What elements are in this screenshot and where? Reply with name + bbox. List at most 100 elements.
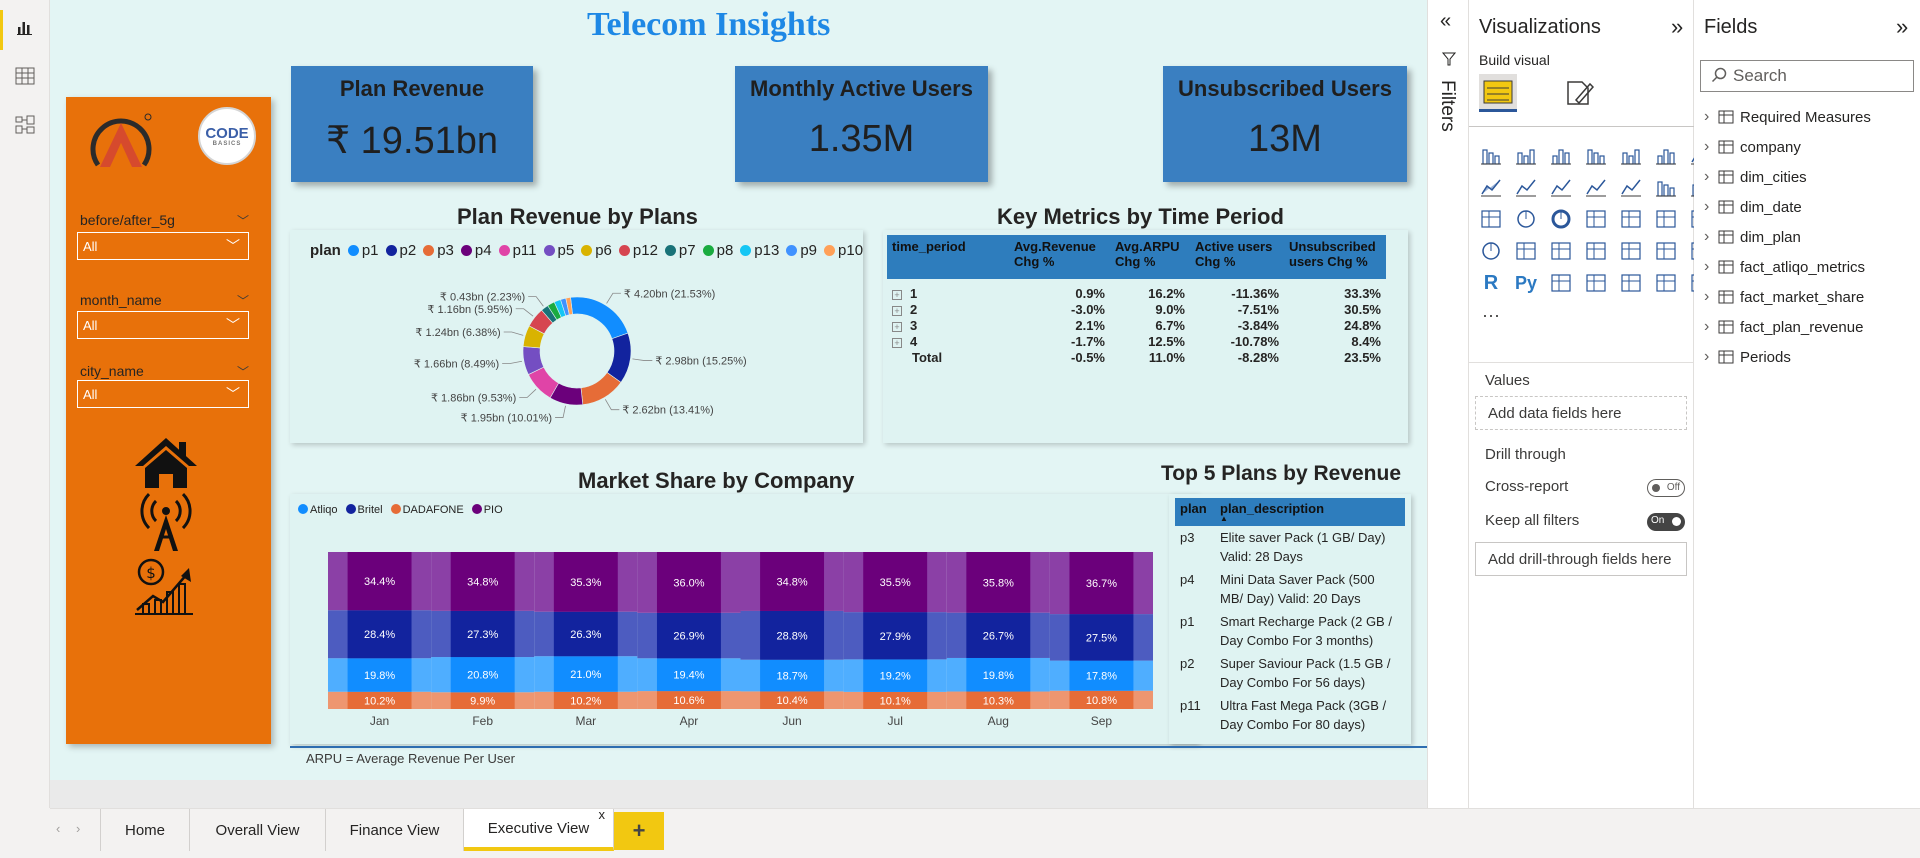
- table-row[interactable]: p11 Ultra Fast Mega Pack (3GB / Day Combo…: [1175, 694, 1405, 736]
- bar-segment[interactable]: [553, 611, 618, 657]
- field-table-item[interactable]: › Periods: [1704, 348, 1791, 366]
- model-view-icon[interactable]: [12, 112, 38, 138]
- bar-segment[interactable]: [760, 552, 825, 611]
- expand-icon[interactable]: +: [892, 321, 902, 332]
- chevron-right-icon[interactable]: ›: [1704, 108, 1710, 125]
- tab-finance-view[interactable]: Finance View: [326, 809, 464, 851]
- bar-segment[interactable]: [450, 552, 515, 611]
- bar-segment[interactable]: [863, 612, 928, 660]
- bar-segment[interactable]: [347, 552, 412, 611]
- area-chart-icon[interactable]: [1479, 175, 1503, 199]
- smart-narrative-icon[interactable]: [1654, 271, 1678, 295]
- collapse-pane-icon[interactable]: »: [1896, 14, 1909, 39]
- treemap-icon[interactable]: [1584, 207, 1608, 231]
- table-icon[interactable]: [1654, 239, 1678, 263]
- stacked-bar-icon[interactable]: [1479, 143, 1503, 167]
- slicer-dropdown-city[interactable]: All ﹀: [77, 380, 249, 408]
- collapse-pane-icon[interactable]: »: [1671, 14, 1684, 39]
- field-table-item[interactable]: › Required Measures: [1704, 108, 1871, 126]
- legend-item[interactable]: p6: [581, 242, 612, 259]
- bar-segment[interactable]: [553, 691, 618, 709]
- legend-item[interactable]: p2: [385, 242, 416, 259]
- column-header[interactable]: Avg.Revenue Chg %: [1009, 235, 1110, 279]
- expand-icon[interactable]: +: [892, 305, 902, 316]
- card-icon[interactable]: [1514, 239, 1538, 263]
- legend-item[interactable]: DADAFONE: [390, 504, 464, 516]
- legend-item[interactable]: p5: [543, 242, 574, 259]
- bar-segment[interactable]: [656, 552, 721, 613]
- field-table-item[interactable]: › company: [1704, 138, 1801, 156]
- bar-segment[interactable]: [1069, 660, 1134, 691]
- legend-item[interactable]: p3: [423, 242, 454, 259]
- top5-plans-visual[interactable]: plan plan_description ▲ p3 Elite saver Pac…: [1169, 494, 1411, 744]
- bar-segment[interactable]: [450, 657, 515, 693]
- bar-segment[interactable]: [450, 610, 515, 658]
- multi-row-card-icon[interactable]: [1549, 239, 1573, 263]
- python-visual-icon[interactable]: Py: [1514, 271, 1538, 295]
- gauge-icon[interactable]: [1479, 239, 1503, 263]
- map-icon[interactable]: [1619, 207, 1643, 231]
- cross-report-toggle[interactable]: Off: [1647, 479, 1685, 497]
- slicer-icon[interactable]: [1619, 239, 1643, 263]
- column-header[interactable]: Active users Chg %: [1190, 235, 1284, 279]
- bar-segment[interactable]: [966, 657, 1031, 692]
- line-column-icon[interactable]: [1549, 175, 1573, 199]
- kpi-card-unsubscribed-users[interactable]: Unsubscribed Users 13M: [1163, 66, 1407, 182]
- legend-item[interactable]: Atliqo: [298, 504, 338, 516]
- revenue-growth-icon[interactable]: $: [131, 552, 201, 618]
- pie-chart-icon[interactable]: [1514, 207, 1538, 231]
- chevron-right-icon[interactable]: ›: [1704, 228, 1710, 245]
- decomposition-tree-icon[interactable]: [1584, 271, 1608, 295]
- scroll-left-icon[interactable]: ‹: [56, 821, 61, 836]
- ribbon-chart-icon[interactable]: [1619, 175, 1643, 199]
- filters-pane[interactable]: « Filters: [1427, 0, 1469, 808]
- bar-segment[interactable]: [553, 552, 618, 612]
- market-share-visual[interactable]: Atliqo Britel DADAFONE PIO 10.2% 19.8% 28.4% 3…: [290, 494, 1198, 744]
- column-header[interactable]: time_period: [887, 235, 1009, 279]
- column-header[interactable]: plan_description ▲: [1215, 498, 1405, 526]
- bar-segment[interactable]: [966, 691, 1031, 709]
- tab-home[interactable]: Home: [100, 809, 190, 851]
- column-header[interactable]: Avg.ARPU Chg %: [1110, 235, 1190, 279]
- key-metrics-table-visual[interactable]: time_period Avg.Revenue Chg % Avg.ARPU C…: [883, 230, 1408, 443]
- filled-map-icon[interactable]: [1654, 207, 1678, 231]
- field-table-item[interactable]: › fact_market_share: [1704, 288, 1864, 306]
- table-row[interactable]: +4 -1.7% 12.5% -10.78% 8.4%: [887, 333, 1386, 349]
- bar-segment[interactable]: [863, 552, 928, 613]
- field-table-item[interactable]: › fact_plan_revenue: [1704, 318, 1863, 336]
- bar-segment[interactable]: [1069, 552, 1134, 615]
- chevron-down-icon[interactable]: ﹀: [236, 294, 249, 308]
- waterfall-icon[interactable]: [1654, 175, 1678, 199]
- bar-segment[interactable]: [656, 658, 721, 692]
- legend-item[interactable]: PIO: [471, 504, 503, 516]
- bar-segment[interactable]: [863, 659, 928, 692]
- chevron-right-icon[interactable]: ›: [1704, 198, 1710, 215]
- chevron-down-icon[interactable]: ﹀: [236, 365, 249, 379]
- tab-overall-view[interactable]: Overall View: [190, 809, 326, 851]
- chevron-right-icon[interactable]: ›: [1704, 258, 1710, 275]
- expand-icon[interactable]: +: [892, 289, 902, 300]
- column-header[interactable]: Unsubscribed users Chg %: [1284, 235, 1386, 279]
- table-row[interactable]: p1 Smart Recharge Pack (2 GB / Day Combo …: [1175, 610, 1405, 652]
- slicer-dropdown-5g[interactable]: All ﹀: [77, 232, 249, 260]
- plan-revenue-donut-visual[interactable]: plan p1 p2 p3 p4 p11 p5 p6 p12 p7 p8 p13 p9 p10 ₹ 4.…: [290, 230, 863, 443]
- build-visual-tab[interactable]: [1479, 74, 1517, 112]
- expand-pane-icon[interactable]: «: [1440, 10, 1452, 32]
- bar-segment[interactable]: [760, 691, 825, 709]
- drill-through-drop-zone[interactable]: Add drill-through fields here: [1475, 542, 1687, 576]
- bar-segment[interactable]: [347, 691, 412, 709]
- legend-item[interactable]: p10: [824, 242, 863, 259]
- more-visuals-icon[interactable]: ···: [1479, 303, 1503, 327]
- chevron-right-icon[interactable]: ›: [1704, 318, 1710, 335]
- bar-segment[interactable]: [656, 691, 721, 709]
- stacked-area-icon[interactable]: [1514, 175, 1538, 199]
- report-view-icon[interactable]: [12, 14, 38, 40]
- 100-bar-icon[interactable]: [1619, 143, 1643, 167]
- column-header[interactable]: plan: [1175, 498, 1215, 526]
- field-table-item[interactable]: › dim_cities: [1704, 168, 1807, 186]
- bar-segment[interactable]: [760, 610, 825, 660]
- table-row[interactable]: +1 0.9% 16.2% -11.36% 33.3%: [887, 285, 1386, 301]
- legend-item[interactable]: p4: [460, 242, 492, 259]
- expand-icon[interactable]: +: [892, 337, 902, 348]
- table-row[interactable]: +2 -3.0% 9.0% -7.51% 30.5%: [887, 301, 1386, 317]
